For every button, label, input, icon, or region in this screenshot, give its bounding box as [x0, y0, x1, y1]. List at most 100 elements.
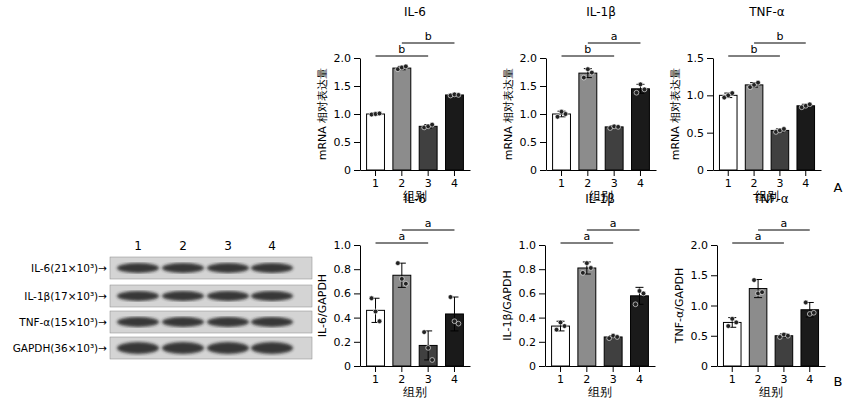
x-axis: 1 23 4: [361, 366, 471, 386]
data-point: [634, 90, 639, 95]
x-axis-title: 组别: [588, 385, 612, 399]
data-point: [580, 270, 585, 275]
tick: 0.5: [687, 127, 714, 140]
tick-mark: [561, 170, 562, 176]
error-bar: [635, 287, 643, 304]
tick: 0.8: [334, 263, 361, 276]
tick-label: 1.0: [520, 108, 538, 121]
tick-mark: [711, 306, 717, 307]
data-point: [756, 80, 761, 85]
data-point: [584, 261, 589, 266]
y-axis-title: mRNA 相对表达量: [316, 68, 329, 161]
tick-label: 2.0: [334, 52, 352, 65]
tick: 1.0: [687, 89, 714, 102]
chart: 00.51.01.52.01234TNF-α组别TNF-α/GAPDHaa: [673, 192, 826, 399]
tick-mark: [640, 170, 641, 176]
data-point: [456, 93, 461, 98]
data-point: [369, 296, 374, 301]
y-axis: 00.51.01.5: [687, 52, 714, 177]
tick-label: 1.0: [519, 239, 537, 252]
tick: 3: [425, 366, 432, 386]
data-point: [811, 310, 816, 315]
tick-label: 2.0: [520, 52, 538, 65]
data-point: [395, 261, 400, 266]
tick-label: 1.5: [691, 269, 709, 282]
y-axis: 00.51.01.52.0: [520, 52, 547, 177]
data-point: [615, 335, 620, 340]
chart: 00.20.40.60.81.01234IL-1β组别IL-1β/GAPDHaa: [501, 192, 656, 399]
tick: 1: [372, 170, 379, 190]
bar: [723, 322, 741, 366]
lane-label: 3: [224, 239, 232, 253]
tick-mark: [539, 293, 545, 294]
tick-label: 2: [755, 373, 762, 386]
tick-label: 0: [530, 164, 537, 177]
data-point: [734, 320, 739, 325]
y-axis: 00.20.40.60.81.0: [334, 239, 361, 373]
tick-label: 3: [776, 177, 783, 190]
tick-mark: [354, 318, 360, 319]
tick: 2.0: [334, 52, 361, 65]
tick-label: 1: [372, 373, 379, 386]
tick-mark: [805, 170, 806, 176]
axis-line: [360, 246, 361, 367]
significance-label: b: [584, 43, 591, 56]
tick-label: 1.0: [687, 89, 705, 102]
tick-mark: [707, 170, 713, 171]
tick-mark: [375, 366, 376, 372]
plot-area: [552, 261, 649, 366]
y-axis-title: IL-6/GAPDH: [316, 274, 329, 337]
tick: 3: [611, 170, 618, 190]
chart-title: IL-1β: [585, 192, 615, 206]
tick-mark: [711, 245, 717, 246]
tick-mark: [354, 86, 360, 87]
blot-band: [162, 291, 204, 301]
tick: 0: [344, 360, 360, 373]
lane-label: 2: [179, 239, 187, 253]
tick-label: 2: [584, 177, 591, 190]
bar: [553, 114, 571, 170]
tick-label: 1.0: [691, 300, 709, 313]
significance-label: a: [398, 230, 405, 243]
data-point: [641, 291, 646, 296]
data-point: [638, 82, 643, 87]
tick-mark: [711, 275, 717, 276]
tick-label: 0: [344, 164, 351, 177]
data-point: [403, 64, 408, 69]
blot-band: [162, 342, 204, 354]
tick-mark: [401, 170, 402, 176]
chart: 00.51.01.51234TNF-α组别mRNA 相对表达量bb: [669, 5, 822, 203]
data-point: [585, 67, 590, 72]
blot-band: [207, 342, 249, 354]
data-point: [642, 87, 647, 92]
tick-label: 3: [425, 177, 432, 190]
bar: [605, 127, 623, 170]
tick-label: 1.5: [334, 80, 352, 93]
tick: 0.4: [519, 312, 546, 325]
data-point: [422, 330, 427, 335]
tick-label: 0.8: [519, 263, 537, 276]
row-label: IL-6(21×10³)→: [31, 262, 107, 274]
tick-label: 1: [557, 373, 564, 386]
tick: 2: [398, 366, 405, 386]
y-axis: 00.51.01.52.0: [691, 239, 718, 373]
tick: 1.5: [687, 52, 714, 65]
bar: [632, 89, 650, 170]
bar: [446, 95, 464, 170]
tick: 1.5: [520, 80, 547, 93]
y-axis-title: mRNA 相对表达量: [502, 68, 515, 161]
x-axis: 1234: [546, 366, 656, 386]
blot-band: [207, 317, 249, 327]
tick-label: 0: [529, 360, 536, 373]
tick-label: 4: [451, 373, 458, 386]
tick: 0.2: [519, 336, 546, 349]
tick-label: 4: [451, 177, 458, 190]
tick-label: 4: [636, 373, 643, 386]
tick-mark: [779, 170, 780, 176]
tick: 0: [701, 360, 717, 373]
plot-area: [367, 64, 464, 170]
tick-mark: [354, 366, 360, 367]
tick: 3: [425, 170, 432, 190]
tick-mark: [354, 142, 360, 143]
tick: 2: [755, 366, 762, 386]
